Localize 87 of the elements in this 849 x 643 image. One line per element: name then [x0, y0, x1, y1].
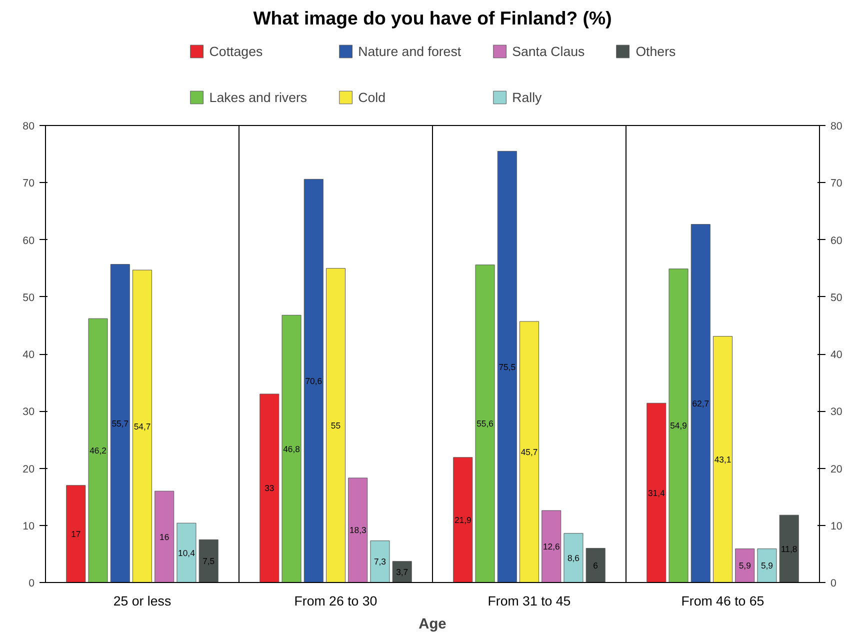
- y2-tick-label: 70: [830, 178, 842, 190]
- y-tick-label: 30: [22, 406, 35, 418]
- bar: [198, 539, 218, 582]
- y2-tick-label: 80: [830, 120, 842, 132]
- bar: [453, 457, 473, 582]
- bar: [304, 178, 324, 582]
- x-tick-label: From 46 to 65: [681, 594, 764, 608]
- data-label: 10,4: [178, 548, 196, 558]
- y-tick-label: 70: [22, 178, 35, 190]
- legend-label: Others: [636, 44, 676, 58]
- bar: [132, 270, 152, 582]
- y-tick-label: 20: [22, 463, 35, 476]
- bar: [66, 485, 86, 582]
- bar: [779, 514, 799, 582]
- bar: [542, 510, 562, 582]
- data-label: 46,2: [90, 446, 107, 456]
- data-label: 3,7: [396, 566, 408, 577]
- data-label: 33: [264, 483, 274, 494]
- bar: [88, 318, 108, 582]
- data-label: 12,6: [542, 542, 560, 552]
- bar: [475, 264, 495, 582]
- y-tick-label: 10: [22, 520, 35, 532]
- y2-tick-label: 40: [830, 349, 842, 361]
- bar: [564, 533, 584, 582]
- chart-title: What image do you have of Finland? (%): [253, 8, 612, 28]
- data-label: 55,6: [476, 418, 494, 429]
- bar: [668, 268, 688, 582]
- legend-label: Rally: [512, 90, 542, 104]
- legend-label: Santa Claus: [512, 44, 585, 58]
- bar: [154, 490, 174, 582]
- data-label: 55: [330, 420, 341, 430]
- bar: [646, 402, 666, 582]
- bar: [110, 264, 130, 582]
- legend-label: Lakes and rivers: [209, 90, 308, 104]
- data-label: 17: [71, 528, 81, 539]
- x-tick-label: From 31 to 45: [488, 594, 571, 608]
- bar: [348, 478, 368, 582]
- data-label: 18,3: [349, 525, 366, 536]
- data-label: 75,5: [498, 362, 516, 372]
- data-label: 54,9: [670, 420, 688, 431]
- y-tick-label: 40: [22, 349, 35, 361]
- bar: [690, 224, 710, 582]
- y2-tick-label: 20: [830, 463, 842, 476]
- data-label: 7,3: [374, 556, 386, 567]
- y2-tick-label: 30: [830, 406, 842, 418]
- bar: [260, 394, 280, 582]
- data-label: 54,7: [134, 421, 151, 432]
- data-label: 5,9: [760, 560, 774, 571]
- bar: [586, 548, 606, 582]
- y-tick-label: 80: [22, 120, 35, 132]
- data-label: 8,6: [567, 552, 580, 563]
- y-tick-label: 60: [22, 234, 35, 247]
- y-tick-label: 50: [22, 292, 35, 304]
- data-label: 70,6: [305, 376, 322, 386]
- bar: [712, 336, 733, 582]
- y2-tick-label: 0: [830, 578, 836, 590]
- data-label: 11,8: [780, 544, 798, 554]
- legend-label: Nature and forest: [358, 44, 462, 58]
- bar: [735, 548, 755, 582]
- bar: [326, 268, 346, 582]
- x-tick-label: From 26 to 30: [294, 594, 378, 608]
- y2-tick-label: 60: [830, 234, 842, 247]
- bar: [392, 561, 412, 582]
- data-label: 16: [160, 532, 170, 542]
- data-label: 55,7: [112, 418, 129, 428]
- data-label: 5,9: [738, 560, 752, 571]
- data-label: 45,7: [520, 446, 538, 457]
- legend-label: Cottages: [209, 44, 263, 58]
- legend-label: Cold: [358, 90, 386, 104]
- bar: [497, 150, 517, 582]
- y2-tick-label: 50: [830, 292, 842, 304]
- data-label: 21,9: [454, 514, 472, 525]
- data-label: 43,1: [714, 454, 732, 464]
- bar: [757, 548, 777, 582]
- data-label: 6: [593, 560, 598, 570]
- y2-tick-label: 10: [830, 520, 842, 532]
- bar: [370, 540, 390, 582]
- x-tick-label: 25 or less: [113, 594, 172, 608]
- bar: [282, 314, 302, 582]
- x-axis-title: Age: [418, 616, 446, 632]
- data-label: 46,8: [283, 444, 300, 454]
- data-label: 7,5: [202, 556, 215, 566]
- y-tick-label: 0: [28, 578, 35, 590]
- data-label: 62,7: [692, 398, 710, 408]
- bar: [176, 522, 196, 582]
- bar: [519, 321, 540, 582]
- data-label: 31,4: [648, 488, 666, 498]
